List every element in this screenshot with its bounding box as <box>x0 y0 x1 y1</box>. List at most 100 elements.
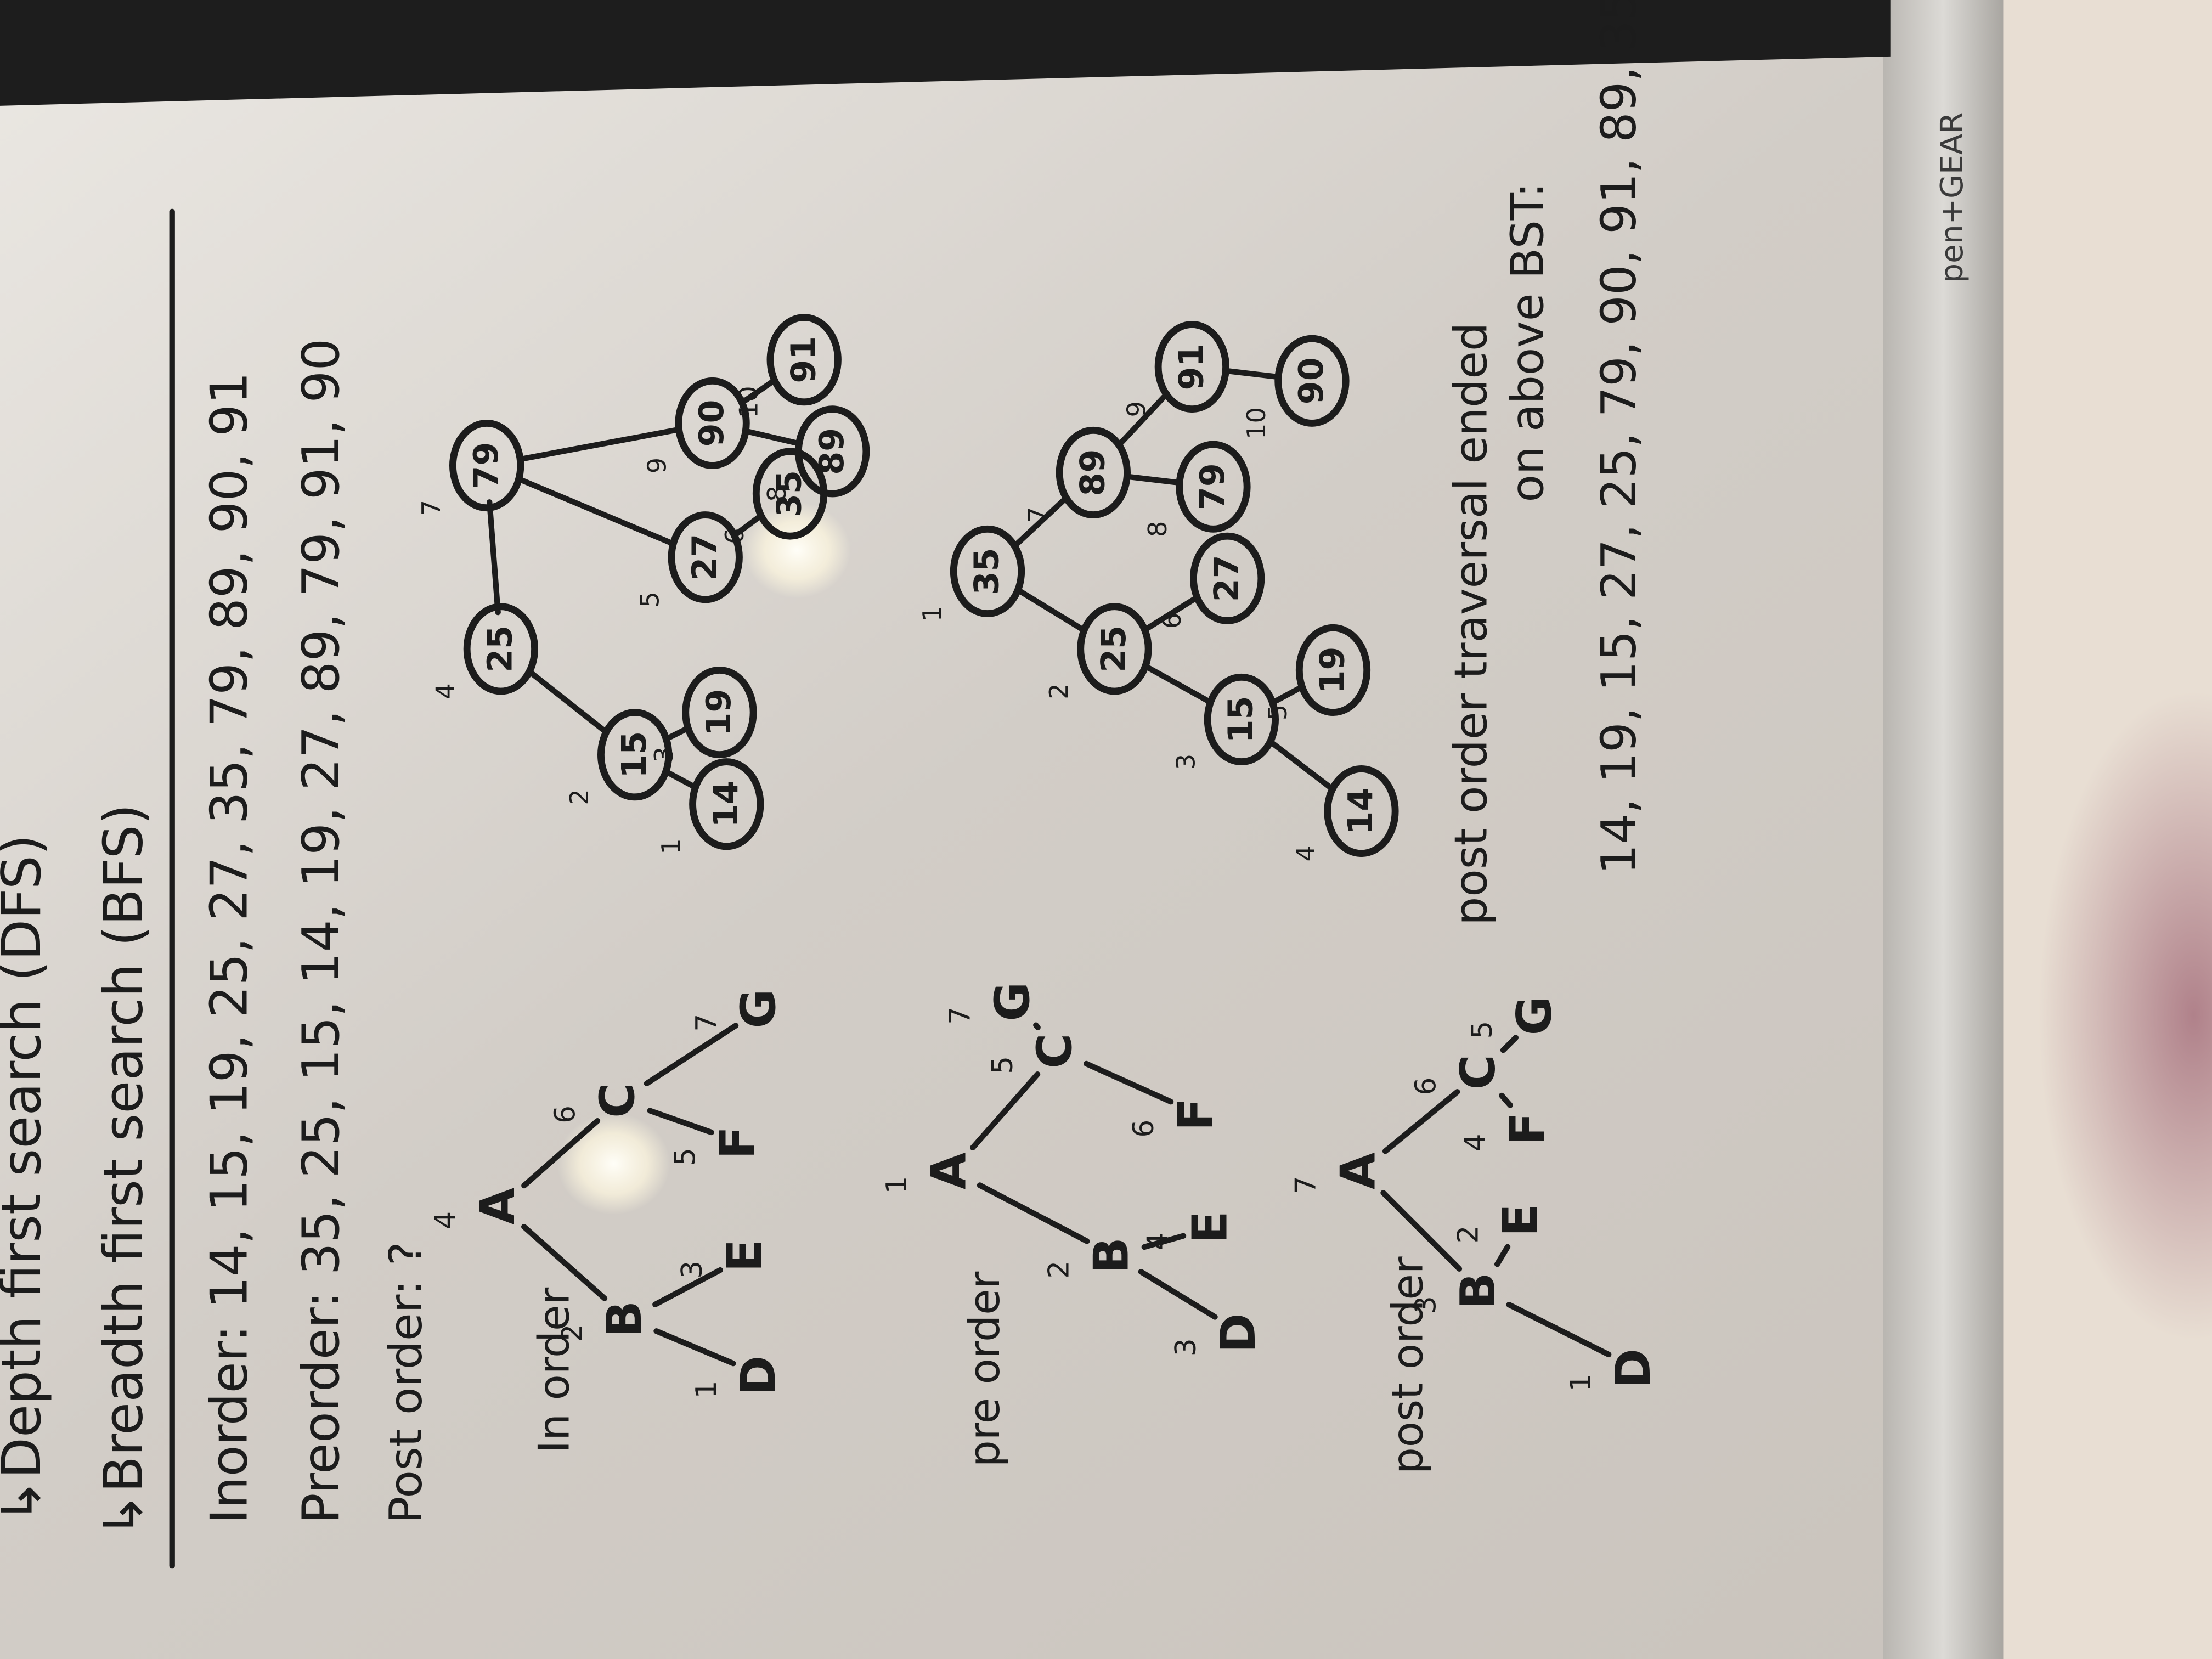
visit-order: 6 <box>720 528 749 544</box>
visit-order: 1 <box>690 1380 723 1398</box>
tree-edge <box>745 428 800 446</box>
visit-order: 3 <box>1171 754 1201 770</box>
node-label: C <box>1026 1034 1082 1069</box>
tree-edge <box>527 669 609 735</box>
tree-edge <box>644 1023 739 1087</box>
visit-order: 6 <box>549 1105 582 1124</box>
visit-order: 7 <box>944 1007 977 1025</box>
node-label: D <box>1210 1313 1266 1353</box>
visit-order: 4 <box>429 1211 462 1229</box>
tree-edge <box>1143 664 1212 705</box>
visit-order: 1 <box>656 838 686 854</box>
bst-node <box>1324 765 1399 857</box>
visit-order: 3 <box>1170 1338 1203 1356</box>
node-label: 89 <box>812 428 851 475</box>
tree-edge <box>1499 1092 1513 1108</box>
bst-node <box>766 314 842 406</box>
bst-node <box>1154 320 1230 413</box>
visit-order: 2 <box>1452 1226 1485 1244</box>
visit-order: 3 <box>649 747 679 763</box>
board-frame-top <box>0 0 1891 106</box>
node-label: E <box>1492 1204 1548 1237</box>
bst-node <box>668 511 743 603</box>
tree-edge <box>1226 368 1279 380</box>
tree-edge <box>1115 391 1170 449</box>
visit-order: 10 <box>1242 407 1271 439</box>
tree-edge <box>1494 1244 1511 1267</box>
note-line: post order traversal ended <box>1446 323 1498 926</box>
tree-edge <box>1141 1233 1187 1250</box>
tree-title: post order <box>1383 1256 1432 1474</box>
node-label: 90 <box>692 399 731 447</box>
tree-edge <box>1138 1268 1218 1320</box>
bst-node <box>1204 673 1279 765</box>
visit-order: 5 <box>986 1056 1019 1074</box>
tree-edge <box>1500 1035 1519 1053</box>
node-label: B <box>596 1301 652 1338</box>
node-label: 25 <box>1094 625 1133 673</box>
visit-order: 7 <box>1290 1176 1323 1194</box>
node-label: 19 <box>1313 646 1352 693</box>
bst-node <box>1190 532 1265 624</box>
node-label: 79 <box>1193 463 1232 510</box>
visit-order: 10 <box>734 386 764 418</box>
node-label: 14 <box>706 781 746 828</box>
node-label: 15 <box>614 731 654 778</box>
node-label: 35 <box>967 548 1007 595</box>
visit-order: 6 <box>1127 1120 1160 1138</box>
tree-edge <box>740 377 777 405</box>
bst-node <box>950 525 1025 617</box>
tree-edge <box>1382 1089 1460 1154</box>
visit-order: 1 <box>917 606 947 622</box>
node-label: D <box>730 1356 786 1396</box>
bst-node <box>682 666 757 759</box>
node-label: 14 <box>1341 788 1380 835</box>
node-label: 19 <box>699 689 738 736</box>
heading-line: ↳Depth first search (DFS) <box>0 834 53 1523</box>
board-writing: ↳Depth first search (DFS) ↳Breadth first… <box>0 0 1661 1569</box>
tree-edge <box>520 427 680 462</box>
node-label: G <box>730 989 786 1029</box>
traversal-line: Post order: ? <box>380 1242 432 1523</box>
tree-edge <box>1033 1022 1041 1030</box>
tree-edge <box>487 499 501 616</box>
tree-edge <box>664 769 697 790</box>
tree-edge <box>732 512 764 538</box>
tree-edge <box>1380 1190 1463 1272</box>
tree-edge <box>977 1182 1090 1244</box>
node-label: A <box>1330 1152 1386 1189</box>
visit-order: 1 <box>881 1176 913 1194</box>
node-label: B <box>1450 1273 1506 1310</box>
tree-edge <box>1015 588 1086 633</box>
bst-node <box>675 377 750 469</box>
visit-order: 8 <box>762 486 792 501</box>
node-label: C <box>589 1083 645 1118</box>
visit-order: 3 <box>1409 1296 1442 1314</box>
visit-order: 1 <box>1565 1374 1598 1392</box>
visit-order: 5 <box>669 1148 702 1166</box>
bst-node <box>463 603 538 695</box>
tree-edge <box>521 1224 608 1301</box>
node-label: F <box>1168 1098 1224 1131</box>
visit-order: 5 <box>635 591 665 607</box>
node-label: E <box>1182 1211 1238 1244</box>
visit-order: 4 <box>431 683 460 699</box>
brand-label: pen+GEAR <box>1934 112 1970 283</box>
heading-line: ↳Breadth first search (BFS) <box>92 804 155 1538</box>
bst-node <box>689 758 764 850</box>
finger-blur <box>2038 691 2212 1340</box>
traversal-line: Inorder: 14, 15, 19, 25, 27, 35, 79, 89,… <box>200 372 259 1523</box>
node-label: D <box>1605 1348 1661 1389</box>
node-label: 90 <box>1291 357 1331 404</box>
bst-node <box>449 419 524 512</box>
visit-order: 2 <box>565 789 594 805</box>
node-label: A <box>470 1187 526 1224</box>
note-line: on above BST: <box>1502 182 1554 502</box>
light-glare <box>557 1113 670 1215</box>
visit-order: 7 <box>416 500 446 516</box>
tree-edge <box>1142 595 1199 633</box>
visit-order: 2 <box>1043 1261 1076 1279</box>
bst-node <box>1295 624 1371 716</box>
